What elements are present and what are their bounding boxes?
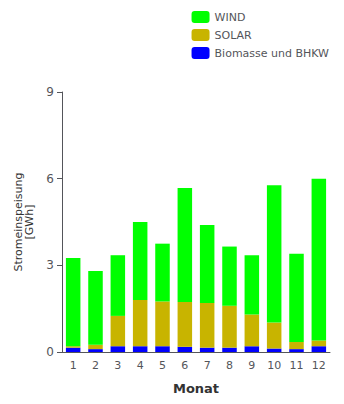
svg-text:9: 9	[248, 359, 255, 372]
svg-text:7: 7	[204, 359, 211, 372]
svg-text:9: 9	[46, 85, 54, 99]
svg-text:3: 3	[114, 359, 121, 372]
svg-text:11: 11	[290, 359, 304, 372]
svg-text:4: 4	[137, 359, 144, 372]
svg-text:Monat: Monat	[173, 381, 219, 396]
svg-text:12: 12	[312, 359, 326, 372]
svg-text:1: 1	[70, 359, 77, 372]
svg-text:6: 6	[46, 172, 54, 186]
svg-text:10: 10	[267, 359, 281, 372]
svg-text:5: 5	[159, 359, 166, 372]
svg-text:SOLAR: SOLAR	[215, 29, 253, 42]
svg-text:Stromeinspeisung: Stromeinspeisung	[12, 172, 26, 272]
svg-text:Biomasse und BHKW: Biomasse und BHKW	[215, 47, 330, 60]
svg-text:8: 8	[226, 359, 233, 372]
svg-text:0: 0	[46, 345, 54, 359]
svg-text:WIND: WIND	[215, 11, 246, 24]
svg-text:3: 3	[46, 258, 54, 272]
svg-text:2: 2	[92, 359, 99, 372]
svg-text:6: 6	[181, 359, 188, 372]
svg-text:[GWh]: [GWh]	[23, 205, 36, 240]
